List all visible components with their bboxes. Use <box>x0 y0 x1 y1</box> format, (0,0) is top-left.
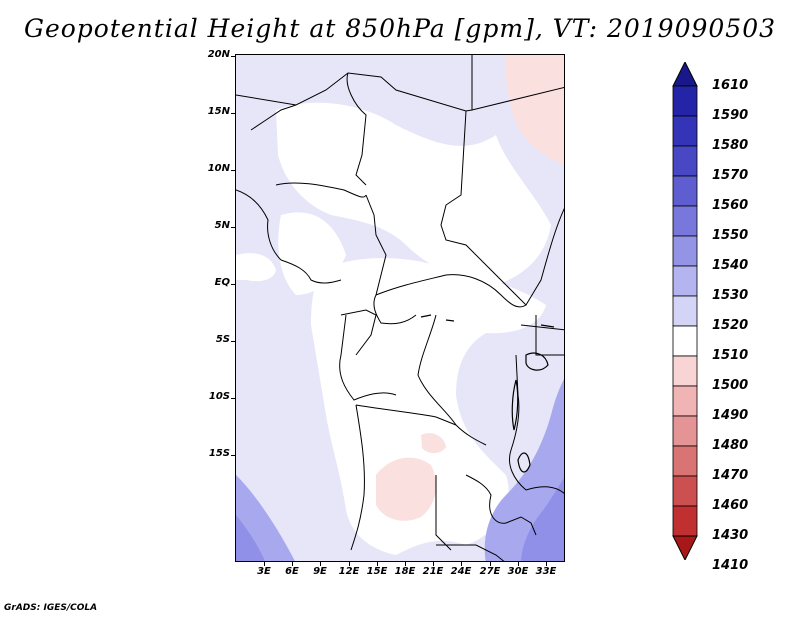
colorbar-label: 1530 <box>712 288 749 303</box>
field-blue-deep-east <box>521 478 564 561</box>
lon-tick <box>433 562 434 566</box>
colorbar-box <box>672 265 698 297</box>
colorbar-label: 1430 <box>712 528 749 543</box>
lat-label: 15S <box>208 448 230 459</box>
lon-label: 6E <box>285 566 299 577</box>
lat-tick <box>231 113 235 114</box>
colorbar-label: 1470 <box>712 468 749 483</box>
lon-label: 33E <box>535 566 557 577</box>
colorbar-bottom-triangle <box>672 535 698 560</box>
lakes <box>420 314 555 473</box>
colorbar-label: 1520 <box>712 318 749 333</box>
country-borders <box>236 55 564 561</box>
colorbar-box <box>672 295 698 327</box>
lat-label: EQ <box>214 277 230 288</box>
colorbar-box <box>672 385 698 417</box>
colorbar-label: 1580 <box>712 138 749 153</box>
colorbar-label: 1460 <box>712 498 749 513</box>
colorbar-box <box>672 325 698 357</box>
colorbar-label: 1510 <box>712 348 749 363</box>
field-white-central <box>311 258 546 555</box>
lon-label: 15E <box>366 566 388 577</box>
chart-title: Geopotential Height at 850hPa [gpm], VT:… <box>23 14 777 43</box>
field-pink-small <box>421 433 446 454</box>
colorbar-box <box>672 145 698 177</box>
field-white-west <box>236 253 276 282</box>
colorbar-box <box>672 445 698 477</box>
lon-tick <box>405 562 406 566</box>
colorbar-box <box>672 175 698 207</box>
lat-label: 10N <box>207 163 230 174</box>
colorbar-label: 1560 <box>712 198 749 213</box>
colorbar <box>672 62 698 560</box>
lon-tick <box>320 562 321 566</box>
lon-tick <box>264 562 265 566</box>
lon-label: 21E <box>422 566 444 577</box>
colorbar-label: 1540 <box>712 258 749 273</box>
field-white-north <box>276 102 551 286</box>
colorbar-box <box>672 205 698 237</box>
lon-tick <box>490 562 491 566</box>
lat-tick <box>231 341 235 342</box>
colorbar-top-triangle <box>672 62 698 87</box>
colorbar-box <box>672 475 698 507</box>
colorbar-box <box>672 115 698 147</box>
lon-label: 9E <box>313 566 327 577</box>
lon-tick <box>461 562 462 566</box>
colorbar-label: 1590 <box>712 108 749 123</box>
field-blue-deep-southwest <box>236 515 266 561</box>
lon-tick <box>349 562 350 566</box>
lat-tick <box>231 56 235 57</box>
colorbar-label: 1610 <box>712 78 749 93</box>
lat-label: 15N <box>207 106 230 117</box>
colorbar-box <box>672 415 698 447</box>
height-field <box>236 55 564 561</box>
lon-tick <box>292 562 293 566</box>
colorbar-label: 1410 <box>712 558 749 573</box>
lon-label: 18E <box>394 566 416 577</box>
colorbar-label: 1570 <box>712 168 749 183</box>
colorbar-label: 1550 <box>712 228 749 243</box>
lat-label: 20N <box>207 49 230 60</box>
footer-credit: GrADS: IGES/COLA <box>4 603 98 613</box>
colorbar-label: 1490 <box>712 408 749 423</box>
lon-label: 30E <box>507 566 529 577</box>
field-pink-northeast <box>505 55 564 165</box>
lat-tick <box>231 455 235 456</box>
lon-tick <box>377 562 378 566</box>
lon-label: 12E <box>338 566 360 577</box>
lon-tick <box>518 562 519 566</box>
colorbar-box <box>672 355 698 387</box>
colorbar-box <box>672 505 698 537</box>
lat-label: 5N <box>214 220 230 231</box>
lat-label: 5S <box>215 334 230 345</box>
lat-tick <box>231 398 235 399</box>
colorbar-box <box>672 85 698 117</box>
lon-tick <box>546 562 547 566</box>
map-panel <box>235 54 565 562</box>
colorbar-label: 1500 <box>712 378 749 393</box>
lat-tick <box>231 284 235 285</box>
lat-tick <box>231 170 235 171</box>
map-canvas <box>236 55 564 561</box>
lon-label: 24E <box>450 566 472 577</box>
colorbar-label: 1480 <box>712 438 749 453</box>
lat-tick <box>231 227 235 228</box>
lat-label: 10S <box>208 391 230 402</box>
colorbar-box <box>672 235 698 267</box>
lon-label: 3E <box>257 566 271 577</box>
lon-label: 27E <box>479 566 501 577</box>
field-pink-south <box>376 457 437 521</box>
